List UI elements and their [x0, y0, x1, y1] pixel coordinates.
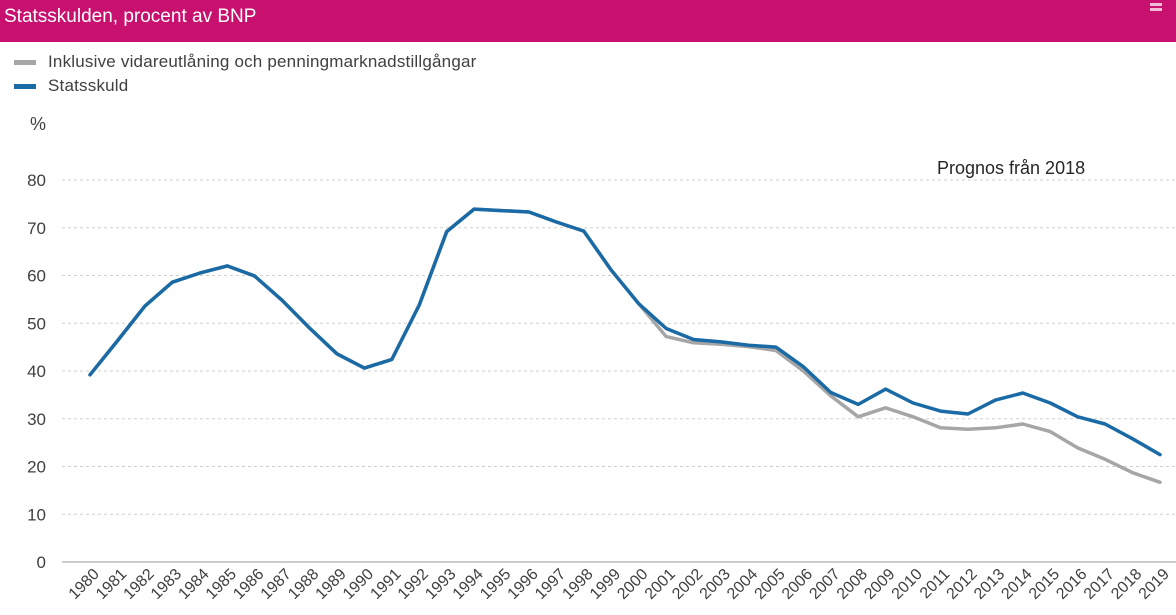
- x-tick-label: 1980: [66, 566, 103, 603]
- x-tick-label: 1996: [505, 566, 542, 603]
- x-tick-label: 1987: [258, 566, 295, 603]
- x-tick-label: 2017: [1081, 566, 1118, 603]
- y-tick-label: 80: [27, 171, 46, 190]
- y-tick-label: 30: [27, 410, 46, 429]
- forecast-annotation: Prognos från 2018: [937, 158, 1086, 178]
- y-axis-unit: %: [30, 114, 47, 134]
- y-tick-label: 20: [27, 458, 46, 477]
- x-tick-label: 1990: [340, 566, 377, 603]
- x-tick-label: 1994: [450, 566, 487, 603]
- legend-item-gross[interactable]: Inklusive vidareutlåning och penningmark…: [14, 50, 477, 74]
- series-line-gross: [88, 207, 1162, 485]
- x-tick-label: 1993: [422, 566, 459, 603]
- legend-swatch-debt: [14, 83, 36, 89]
- x-tick-label: 2010: [889, 566, 926, 603]
- x-tick-label: 1999: [587, 566, 624, 603]
- x-tick-label: 1981: [93, 566, 130, 603]
- x-tick-label: 1983: [148, 566, 185, 603]
- x-tick-label: 2004: [724, 566, 761, 603]
- y-tick-label: 50: [27, 314, 46, 333]
- y-tick-label: 0: [37, 553, 46, 572]
- x-tick-label: 2007: [806, 566, 843, 603]
- x-tick-label: 2015: [1026, 566, 1063, 603]
- x-tick-label: 1988: [285, 566, 322, 603]
- x-tick-label: 2018: [1108, 566, 1145, 603]
- x-tick-label: 2006: [779, 566, 816, 603]
- x-tick-label: 2002: [669, 566, 706, 603]
- x-tick-label: 2019: [1136, 566, 1173, 603]
- export-icon[interactable]: [1150, 3, 1166, 12]
- x-tick-label: 2005: [752, 566, 789, 603]
- x-tick-label: 1991: [367, 566, 404, 603]
- y-tick-label: 60: [27, 267, 46, 286]
- x-tick-label: 2003: [697, 566, 734, 603]
- legend: Inklusive vidareutlåning och penningmark…: [14, 50, 477, 98]
- legend-swatch-gross: [14, 59, 36, 65]
- x-tick-label: 1997: [532, 566, 569, 603]
- x-tick-label: 2000: [614, 566, 651, 603]
- x-tick-label: 2001: [642, 566, 679, 603]
- x-tick-label: 1992: [395, 566, 432, 603]
- x-tick-label: 1998: [559, 566, 596, 603]
- x-tick-label: 2009: [861, 566, 898, 603]
- x-tick-label: 1995: [477, 566, 514, 603]
- series-line-debt: [88, 207, 1162, 457]
- legend-label-debt: Statsskuld: [48, 76, 129, 95]
- y-tick-label: 10: [27, 505, 46, 524]
- x-tick-label: 2013: [971, 566, 1008, 603]
- x-tick-label: 2014: [998, 566, 1035, 603]
- x-tick-label: 1989: [313, 566, 350, 603]
- x-tick-label: 2016: [1053, 566, 1090, 603]
- x-tick-label: 2008: [834, 566, 871, 603]
- chart-title: Statsskulden, procent av BNP: [4, 6, 257, 27]
- legend-label-gross: Inklusive vidareutlåning och penningmark…: [48, 52, 477, 71]
- chart-header: Statsskulden, procent av BNP: [0, 0, 1176, 42]
- legend-item-debt[interactable]: Statsskuld: [14, 74, 477, 98]
- y-tick-label: 40: [27, 362, 46, 381]
- x-tick-label: 1982: [121, 566, 158, 603]
- x-tick-label: 2012: [944, 566, 981, 603]
- y-tick-label: 70: [27, 219, 46, 238]
- x-tick-label: 1984: [175, 566, 212, 603]
- x-tick-label: 1985: [203, 566, 240, 603]
- x-tick-label: 1986: [230, 566, 267, 603]
